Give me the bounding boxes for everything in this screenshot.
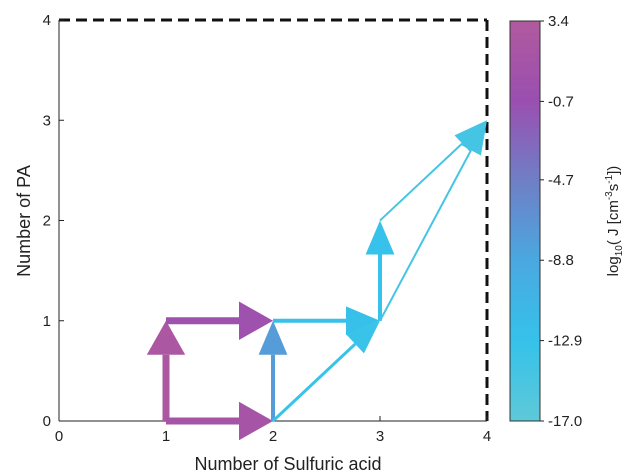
arrow-shaft xyxy=(379,149,472,322)
y-tick-label: 0 xyxy=(43,413,51,430)
x-tick-label: 0 xyxy=(55,428,63,445)
pathway-arrows xyxy=(146,120,487,441)
y-tick-label: 2 xyxy=(43,213,51,230)
colorbar-gradient xyxy=(509,20,541,422)
arrow-head xyxy=(146,320,186,355)
y-tick-label: 3 xyxy=(43,112,51,129)
colorbar-tick-label: -4.7 xyxy=(548,172,574,189)
x-axis-title: Number of Sulfuric acid xyxy=(194,454,381,474)
colorbar-tick-label: -0.7 xyxy=(548,93,574,110)
pathway-arrow xyxy=(258,320,288,421)
pathway-arrow xyxy=(379,120,487,222)
colorbar-label: log10( J [cm-3s-1]) xyxy=(604,166,623,277)
arrow-head xyxy=(454,120,487,152)
colorbar-tick-label: 3.4 xyxy=(548,13,569,30)
colorbar-tick-label: -12.9 xyxy=(548,333,582,350)
y-tick-label: 1 xyxy=(43,313,51,330)
pathway-arrow xyxy=(365,220,395,321)
arrow-head xyxy=(258,320,288,355)
pathway-arrow xyxy=(271,320,380,423)
arrow-shaft xyxy=(379,142,463,222)
colorbar: 3.4 -0.7 -4.7 -8.8 -12.9 -17.0 log10( J [cm-3… xyxy=(509,13,623,430)
pathway-arrow xyxy=(146,320,186,421)
pathway-arrow xyxy=(379,120,487,322)
x-tick-label: 4 xyxy=(483,428,491,445)
arrow-head xyxy=(365,220,395,255)
colorbar-tick-label: -8.8 xyxy=(548,252,574,269)
colorbar-tick-label: -17.0 xyxy=(548,413,582,430)
x-tick-label: 2 xyxy=(269,428,277,445)
x-tick-label: 1 xyxy=(162,428,170,445)
y-axis-ticks: 0 1 2 3 4 xyxy=(43,12,64,430)
y-axis-title: Number of PA xyxy=(14,165,34,277)
y-tick-label: 4 xyxy=(43,12,51,29)
arrow-shaft xyxy=(271,342,357,423)
arrow-head xyxy=(239,301,273,340)
x-tick-label: 3 xyxy=(376,428,384,445)
arrow-head xyxy=(346,320,380,354)
arrow-head xyxy=(239,401,273,441)
colorbar-ticks: 3.4 -0.7 -4.7 -8.8 -12.9 -17.0 xyxy=(540,13,582,430)
pathway-arrow xyxy=(166,301,273,340)
pathway-arrow xyxy=(166,401,273,441)
arrow-head xyxy=(346,306,380,336)
pathway-arrow xyxy=(273,306,380,336)
